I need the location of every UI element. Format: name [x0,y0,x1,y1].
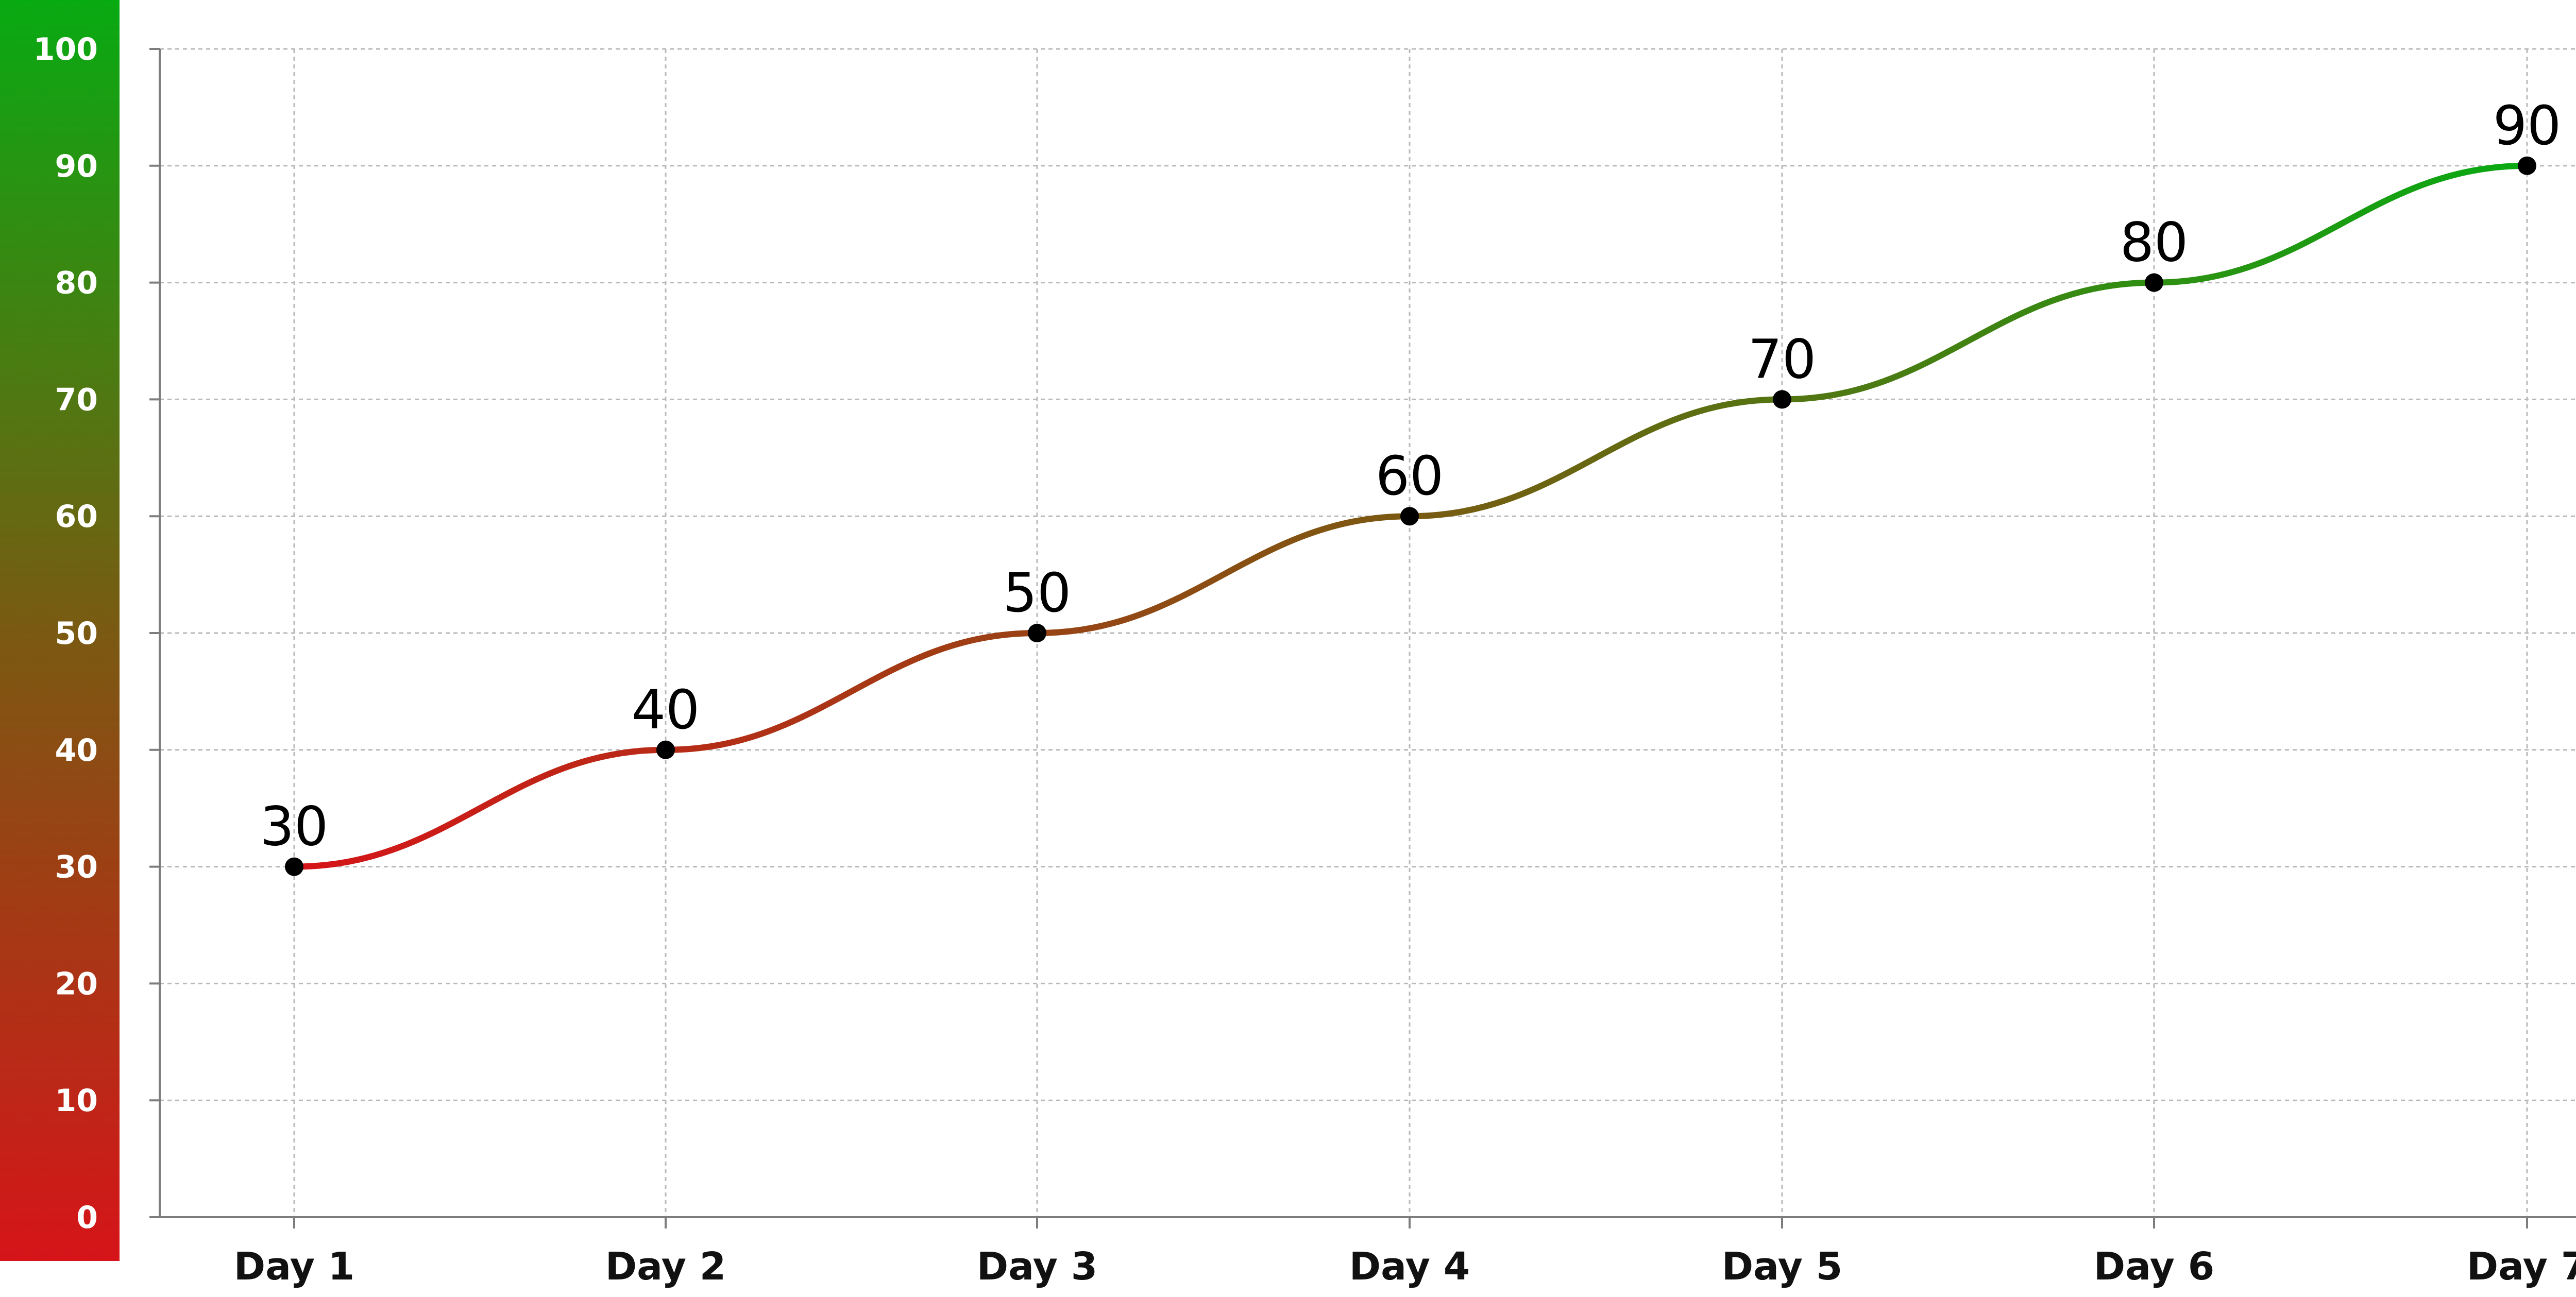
x-tick-label-1: Day 1 [234,1244,355,1289]
y-axis-color-band [0,0,120,1261]
data-label-1: 30 [260,795,328,858]
data-label-2: 40 [632,678,700,741]
data-point-2 [656,740,675,759]
y-tick-label-50: 50 [55,616,98,652]
y-tick-label-90: 90 [55,148,98,184]
x-tick-label-5: Day 5 [1722,1244,1843,1289]
y-tick-label-70: 70 [55,382,98,418]
y-tick-label-20: 20 [55,966,98,1002]
y-tick-label-30: 30 [55,849,98,885]
y-tick-label-80: 80 [55,265,98,301]
data-point-7 [2518,156,2536,175]
data-point-5 [1773,390,1791,409]
data-point-6 [2145,273,2163,292]
data-points [285,156,2536,876]
data-label-5: 70 [1748,328,1816,390]
y-tick-label-10: 10 [55,1083,98,1119]
data-point-3 [1028,624,1046,642]
y-tick-label-100: 100 [33,31,98,67]
data-label-4: 60 [1376,445,1444,507]
x-tick-label-2: Day 2 [605,1244,726,1289]
x-tick-label-7: Day 7 [2467,1244,2576,1289]
y-tick-label-40: 40 [55,732,98,769]
grid-layer [160,48,2576,1218]
y-tick-label-0: 0 [76,1200,98,1236]
data-labels: 30 40 50 60 70 80 90 [260,94,2561,858]
y-tick-label-60: 60 [55,499,98,535]
data-point-4 [1400,507,1419,526]
x-tick-label-3: Day 3 [977,1244,1098,1289]
y-axis-tick-labels: 0 10 20 30 40 50 60 70 80 90 100 [33,31,98,1236]
axis-layer [149,48,2576,1228]
data-label-7: 90 [2493,94,2561,157]
data-label-3: 50 [1003,561,1071,624]
data-point-1 [285,857,303,876]
x-axis-tick-labels: Day 1 Day 2 Day 3 Day 4 Day 5 Day 6 Day 7 [234,1244,2576,1289]
data-label-6: 80 [2120,211,2188,274]
x-tick-label-4: Day 4 [1349,1244,1470,1289]
x-tick-label-6: Day 6 [2094,1244,2215,1289]
